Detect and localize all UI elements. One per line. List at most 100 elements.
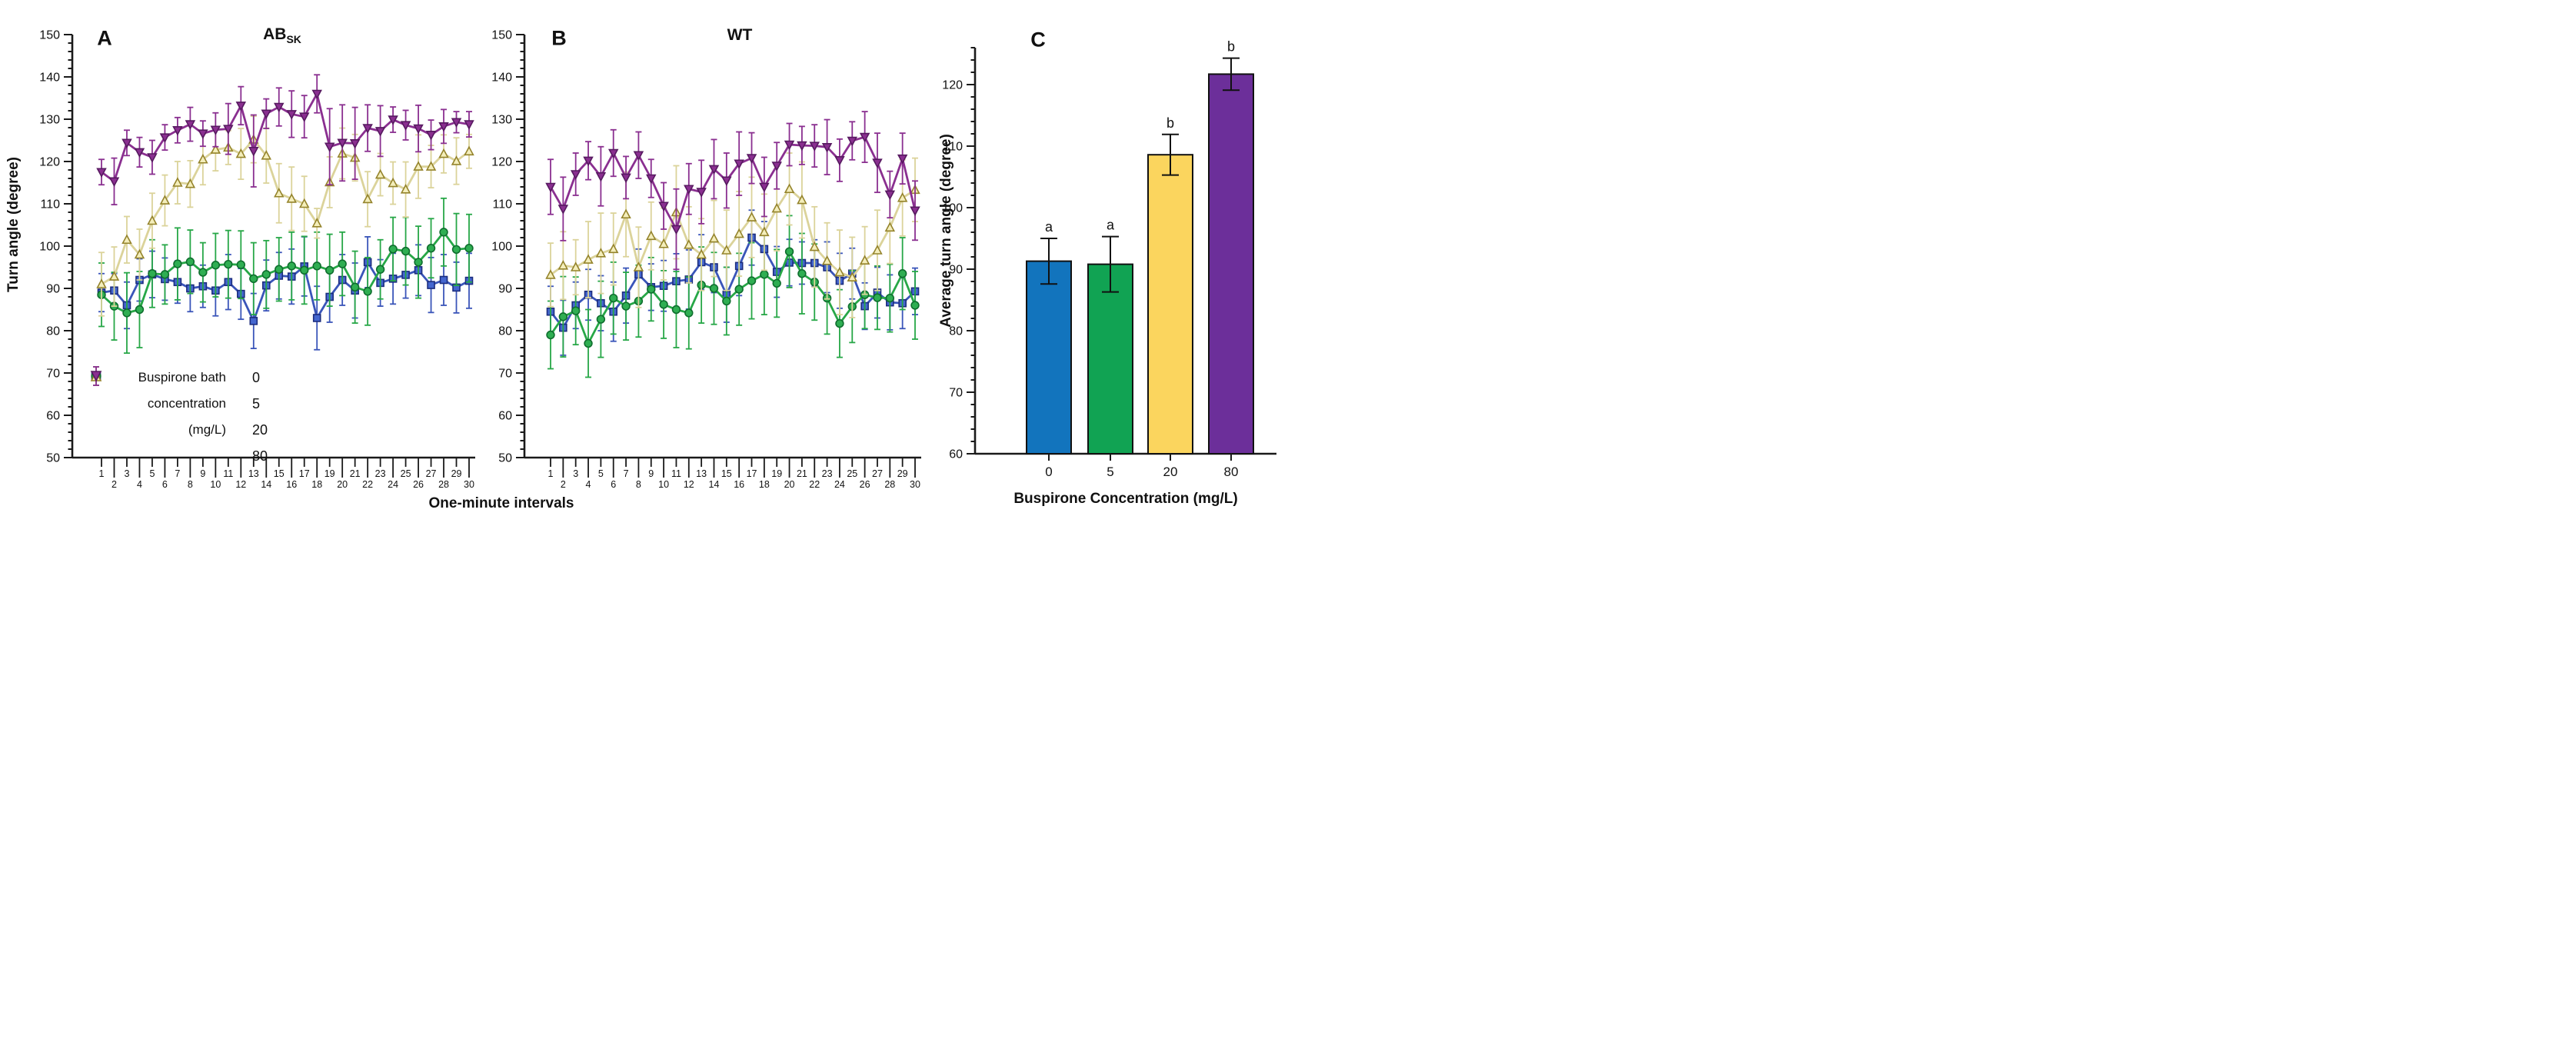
legend-value-1: 5 bbox=[252, 395, 261, 411]
svg-text:28: 28 bbox=[438, 479, 449, 490]
svg-text:13: 13 bbox=[248, 468, 259, 479]
triangle-up-marker-icon bbox=[90, 366, 248, 441]
svg-text:25: 25 bbox=[847, 468, 857, 479]
svg-text:23: 23 bbox=[375, 468, 386, 479]
legend-title-line-1: Buspirone bath bbox=[138, 370, 226, 385]
svg-text:50: 50 bbox=[498, 452, 512, 465]
svg-text:60: 60 bbox=[498, 410, 512, 423]
svg-text:7: 7 bbox=[175, 468, 180, 479]
svg-text:120: 120 bbox=[491, 156, 512, 169]
svg-text:10: 10 bbox=[210, 479, 221, 490]
panel-c-x-axis-title: Buspirone Concentration (mg/L) bbox=[1013, 491, 1238, 507]
legend-value-2: 20 bbox=[252, 421, 268, 438]
legend-row-3: 80 bbox=[89, 366, 268, 469]
svg-text:14: 14 bbox=[709, 479, 720, 490]
svg-text:a: a bbox=[1107, 218, 1115, 233]
svg-text:90: 90 bbox=[949, 264, 963, 277]
svg-text:120: 120 bbox=[39, 156, 60, 169]
svg-text:15: 15 bbox=[721, 468, 732, 479]
panel-b-title: WT bbox=[727, 26, 753, 45]
svg-text:140: 140 bbox=[39, 72, 60, 85]
svg-text:15: 15 bbox=[274, 468, 285, 479]
svg-text:90: 90 bbox=[46, 283, 60, 296]
svg-text:6: 6 bbox=[611, 479, 616, 490]
svg-text:100: 100 bbox=[39, 241, 60, 254]
legend-row-0: Buspirone bath 0 bbox=[89, 365, 268, 391]
svg-text:2: 2 bbox=[111, 479, 117, 490]
svg-text:5: 5 bbox=[1107, 465, 1113, 479]
circle-marker-icon bbox=[91, 366, 248, 415]
svg-text:17: 17 bbox=[747, 468, 757, 479]
svg-text:60: 60 bbox=[46, 410, 60, 423]
svg-text:25: 25 bbox=[401, 468, 411, 479]
svg-text:29: 29 bbox=[897, 468, 908, 479]
svg-text:30: 30 bbox=[464, 479, 474, 490]
svg-text:110: 110 bbox=[40, 198, 60, 211]
charts-canvas: 5060708090100110120130140150123456789101… bbox=[39, 29, 1276, 490]
panel-a-title-text: AB bbox=[263, 25, 287, 43]
svg-text:80: 80 bbox=[1224, 465, 1239, 479]
svg-text:100: 100 bbox=[942, 202, 963, 215]
svg-text:21: 21 bbox=[350, 468, 361, 479]
svg-text:80: 80 bbox=[949, 325, 963, 338]
svg-text:22: 22 bbox=[809, 479, 820, 490]
svg-text:110: 110 bbox=[492, 198, 512, 211]
figure-root: 50 60 70 80 90 100 110 120 130 140 150 1 2 3 4 5 6 7 8 9 10 1… bbox=[0, 0, 1288, 524]
svg-text:11: 11 bbox=[671, 468, 681, 479]
svg-text:10: 10 bbox=[658, 479, 669, 490]
svg-text:22: 22 bbox=[362, 479, 373, 490]
svg-text:130: 130 bbox=[39, 114, 60, 127]
svg-text:4: 4 bbox=[137, 479, 142, 490]
svg-text:14: 14 bbox=[261, 479, 271, 490]
svg-text:18: 18 bbox=[311, 479, 322, 490]
svg-text:90: 90 bbox=[498, 283, 512, 296]
svg-text:2: 2 bbox=[561, 479, 566, 490]
legend-title-line-2: concentration bbox=[147, 396, 226, 411]
legend-row-1: concentration 5 bbox=[89, 366, 268, 417]
svg-text:28: 28 bbox=[884, 479, 895, 490]
svg-text:b: b bbox=[1227, 39, 1235, 55]
svg-text:19: 19 bbox=[324, 468, 335, 479]
svg-text:9: 9 bbox=[200, 468, 205, 479]
panel-b-title-text: WT bbox=[727, 26, 753, 44]
svg-text:17: 17 bbox=[299, 468, 310, 479]
svg-text:a: a bbox=[1045, 219, 1053, 235]
panel-a-title-subscript: SK bbox=[286, 33, 301, 46]
svg-text:70: 70 bbox=[498, 368, 512, 381]
svg-text:80: 80 bbox=[46, 325, 60, 338]
square-marker-icon bbox=[91, 366, 248, 389]
svg-text:12: 12 bbox=[684, 479, 694, 490]
svg-text:b: b bbox=[1167, 115, 1174, 131]
svg-text:26: 26 bbox=[860, 479, 870, 490]
panel-c-letter: C bbox=[1030, 28, 1046, 52]
svg-text:20: 20 bbox=[337, 479, 348, 490]
svg-text:150: 150 bbox=[491, 29, 512, 42]
svg-text:19: 19 bbox=[771, 468, 782, 479]
svg-text:8: 8 bbox=[636, 479, 641, 490]
svg-text:24: 24 bbox=[388, 479, 398, 490]
svg-text:18: 18 bbox=[759, 479, 770, 490]
svg-text:8: 8 bbox=[188, 479, 193, 490]
svg-text:23: 23 bbox=[822, 468, 833, 479]
svg-text:140: 140 bbox=[491, 72, 512, 85]
svg-text:60: 60 bbox=[949, 448, 963, 461]
svg-text:1: 1 bbox=[548, 468, 554, 479]
svg-text:24: 24 bbox=[834, 479, 845, 490]
legend: Buspirone bath 0 concentration 5 (mg/L) … bbox=[89, 365, 268, 469]
svg-text:50: 50 bbox=[46, 452, 60, 465]
svg-text:110: 110 bbox=[943, 141, 963, 154]
svg-text:11: 11 bbox=[223, 468, 233, 479]
svg-text:16: 16 bbox=[734, 479, 744, 490]
legend-value-0: 0 bbox=[252, 369, 261, 385]
svg-text:12: 12 bbox=[235, 479, 246, 490]
svg-text:21: 21 bbox=[797, 468, 807, 479]
svg-text:120: 120 bbox=[942, 79, 963, 92]
svg-text:3: 3 bbox=[573, 468, 578, 479]
svg-text:13: 13 bbox=[696, 468, 707, 479]
panel-c-y-axis-title: Average turn angle (degree) bbox=[938, 134, 954, 328]
svg-text:29: 29 bbox=[451, 468, 462, 479]
svg-text:6: 6 bbox=[162, 479, 168, 490]
svg-text:3: 3 bbox=[124, 468, 129, 479]
svg-text:5: 5 bbox=[149, 468, 155, 479]
svg-text:7: 7 bbox=[624, 468, 629, 479]
